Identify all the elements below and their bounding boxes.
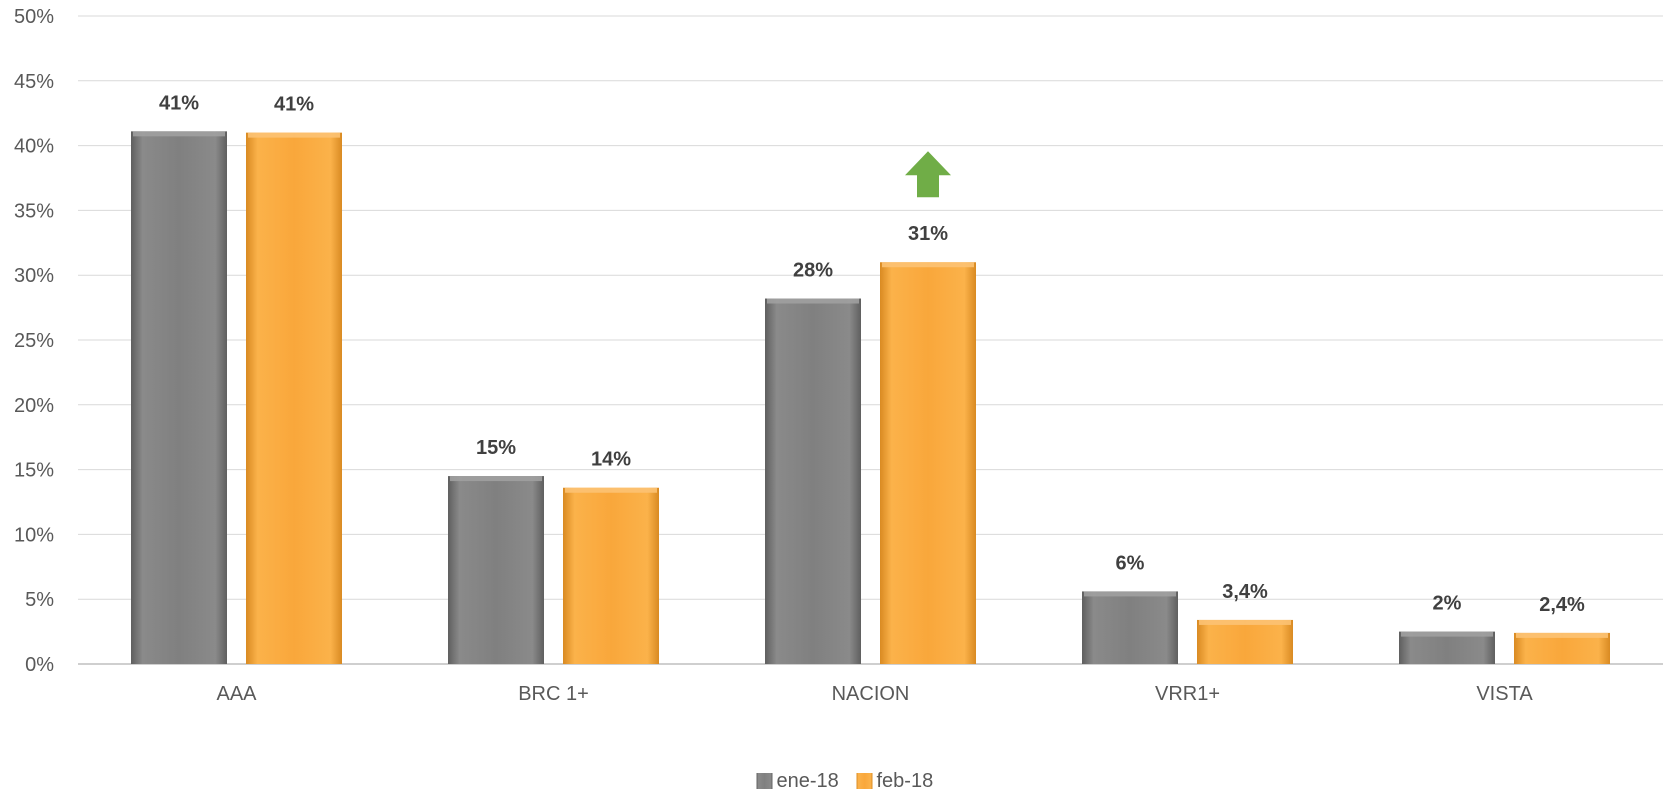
- data-label-feb-18-vrr1: 3,4%: [1222, 581, 1268, 603]
- bar-feb-18-aaa: [246, 132, 342, 664]
- x-category-label-brc-1: BRC 1+: [518, 683, 589, 705]
- annotations: [905, 151, 951, 198]
- legend-label-ene-18: ene-18: [777, 770, 839, 792]
- legend: ene-18 feb-18: [756, 770, 934, 792]
- bar-top-bevel: [1199, 619, 1291, 625]
- y-tick-label: 0%: [25, 654, 54, 676]
- x-category-label-vista: VISTA: [1476, 683, 1533, 705]
- bar-top-bevel: [248, 132, 340, 138]
- x-category-label-vrr1: VRR1+: [1155, 683, 1220, 705]
- bar-feb-18-vista: [1514, 632, 1610, 664]
- y-tick-label: 10%: [14, 524, 54, 546]
- x-category-label-aaa: AAA: [216, 683, 257, 705]
- bar-top-bevel: [1084, 591, 1176, 597]
- legend-swatch-ene-18: [756, 773, 773, 789]
- data-label-feb-18-nacion: 31%: [908, 223, 948, 245]
- data-label-ene-18-nacion: 28%: [793, 260, 833, 282]
- data-labels: 41% 41% 15% 14% 28% 31% 6% 3,4% 2% 2,4%: [159, 92, 1585, 616]
- y-tick-label: 50%: [14, 6, 54, 28]
- data-label-ene-18-vista: 2%: [1433, 593, 1462, 615]
- y-tick-label: 25%: [14, 330, 54, 352]
- bar-ene-18-nacion: [765, 298, 861, 664]
- data-label-ene-18-brc-1: 15%: [476, 437, 516, 459]
- bar-top-bevel: [133, 131, 225, 137]
- y-tick-label: 30%: [14, 265, 54, 287]
- bar-ene-18-brc-1: [448, 476, 544, 664]
- x-category-label-nacion: NACION: [832, 683, 910, 705]
- data-label-feb-18-aaa: 41%: [274, 94, 314, 116]
- data-label-feb-18-vista: 2,4%: [1539, 594, 1585, 616]
- bar-top-bevel: [565, 487, 657, 493]
- bar-top-bevel: [882, 262, 974, 268]
- bar-ene-18-aaa: [131, 131, 227, 664]
- data-label-feb-18-brc-1: 14%: [591, 449, 631, 471]
- bar-feb-18-nacion: [880, 262, 976, 664]
- bar-feb-18-vrr1: [1197, 619, 1293, 664]
- y-tick-label: 45%: [14, 71, 54, 93]
- bar-top-bevel: [450, 476, 542, 482]
- x-axis-category-labels: AAA BRC 1+ NACION VRR1+ VISTA: [216, 683, 1533, 705]
- legend-swatch-feb-18: [856, 773, 873, 789]
- y-tick-label: 20%: [14, 395, 54, 417]
- bar-top-bevel: [767, 298, 859, 304]
- bar-ene-18-vista: [1399, 631, 1495, 664]
- bar-top-bevel: [1516, 632, 1608, 638]
- y-tick-label: 15%: [14, 460, 54, 482]
- y-tick-label: 40%: [14, 136, 54, 158]
- bar-top-bevel: [1401, 631, 1493, 637]
- data-label-ene-18-aaa: 41%: [159, 92, 199, 114]
- y-tick-label: 5%: [25, 589, 54, 611]
- bar-ene-18-vrr1: [1082, 591, 1178, 664]
- data-label-ene-18-vrr1: 6%: [1116, 552, 1145, 574]
- up-arrow-icon: [905, 151, 951, 198]
- bar-feb-18-brc-1: [563, 487, 659, 664]
- bars: [131, 131, 1610, 664]
- legend-label-feb-18: feb-18: [877, 770, 934, 792]
- gridlines: [78, 15, 1663, 665]
- y-axis-tick-labels: 0% 5% 10% 15% 20% 25% 30% 35% 40% 45% 50%: [14, 6, 54, 676]
- y-tick-label: 35%: [14, 200, 54, 222]
